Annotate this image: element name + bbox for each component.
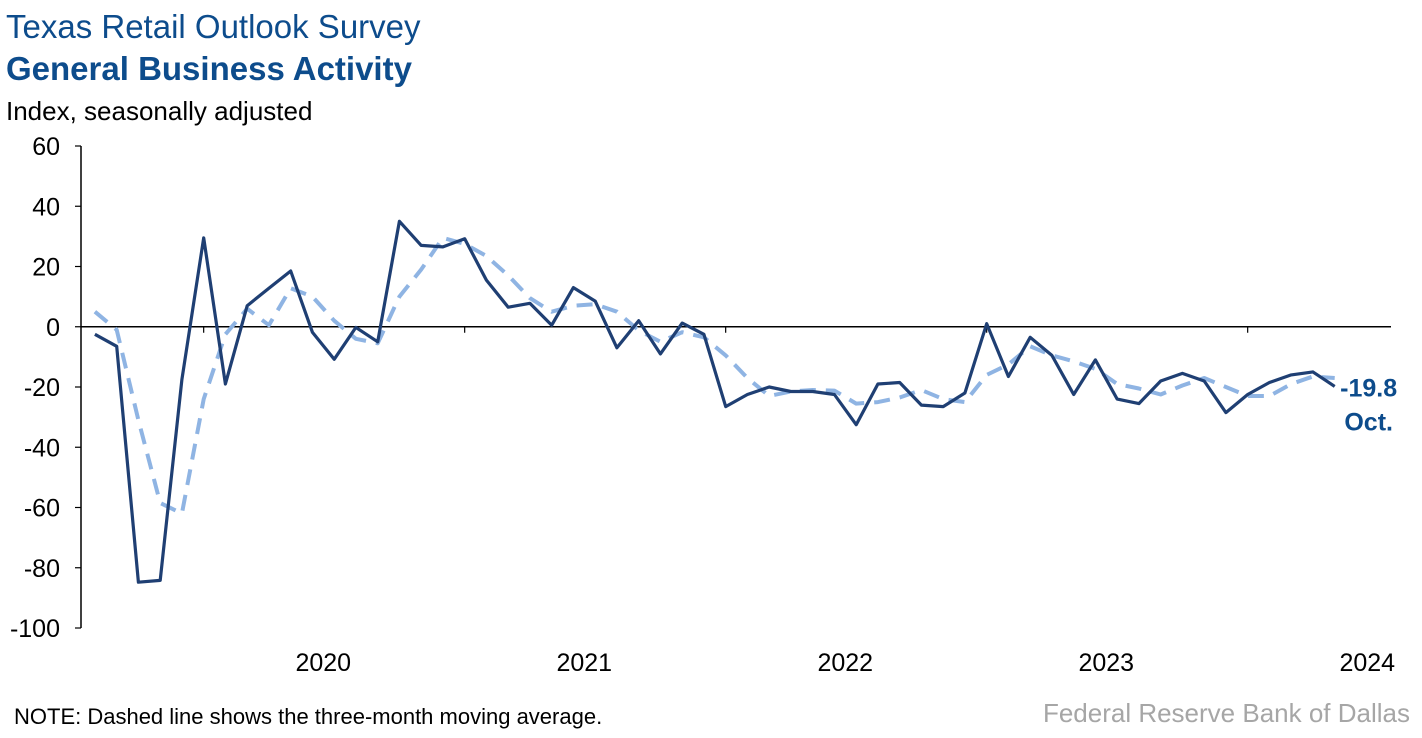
y-axis-units: Index, seasonally adjusted [6, 96, 313, 126]
y-tick-label: 60 [32, 133, 60, 161]
y-tick-labels: 60 40 20 0 -20 -40 -60 -80 -100 [10, 133, 60, 643]
source-credit: Federal Reserve Bank of Dallas [1042, 698, 1410, 728]
chart-title: Texas Retail Outlook Survey [6, 8, 421, 45]
chart-subtitle: General Business Activity [6, 50, 412, 87]
y-tick-label: -80 [24, 555, 60, 583]
end-labels: -19.8 Oct. [1340, 374, 1397, 436]
y-tick-label: 0 [46, 314, 60, 342]
last-month-label: Oct. [1344, 408, 1393, 436]
y-tick-label: -40 [24, 434, 60, 462]
y-tick-label: 20 [32, 254, 60, 282]
axes [75, 145, 1391, 629]
moving-average-line [93, 235, 1335, 516]
x-tick-labels: 2020 2021 2022 2023 2024 [295, 649, 1395, 677]
index-line [94, 219, 1336, 584]
y-tick-label: -60 [24, 495, 60, 523]
x-tick-label: 2024 [1339, 649, 1395, 677]
footnote: NOTE: Dashed line shows the three-month … [14, 704, 603, 729]
y-tick-label: -100 [10, 615, 60, 643]
x-tick-label: 2022 [817, 649, 873, 677]
last-value-label: -19.8 [1340, 374, 1397, 402]
y-tick-label: 40 [32, 193, 60, 221]
series-lines [93, 219, 1336, 584]
x-tick-label: 2020 [295, 649, 351, 677]
y-tick-label: -20 [24, 374, 60, 402]
x-tick-label: 2021 [556, 649, 612, 677]
x-tick-label: 2023 [1078, 649, 1134, 677]
